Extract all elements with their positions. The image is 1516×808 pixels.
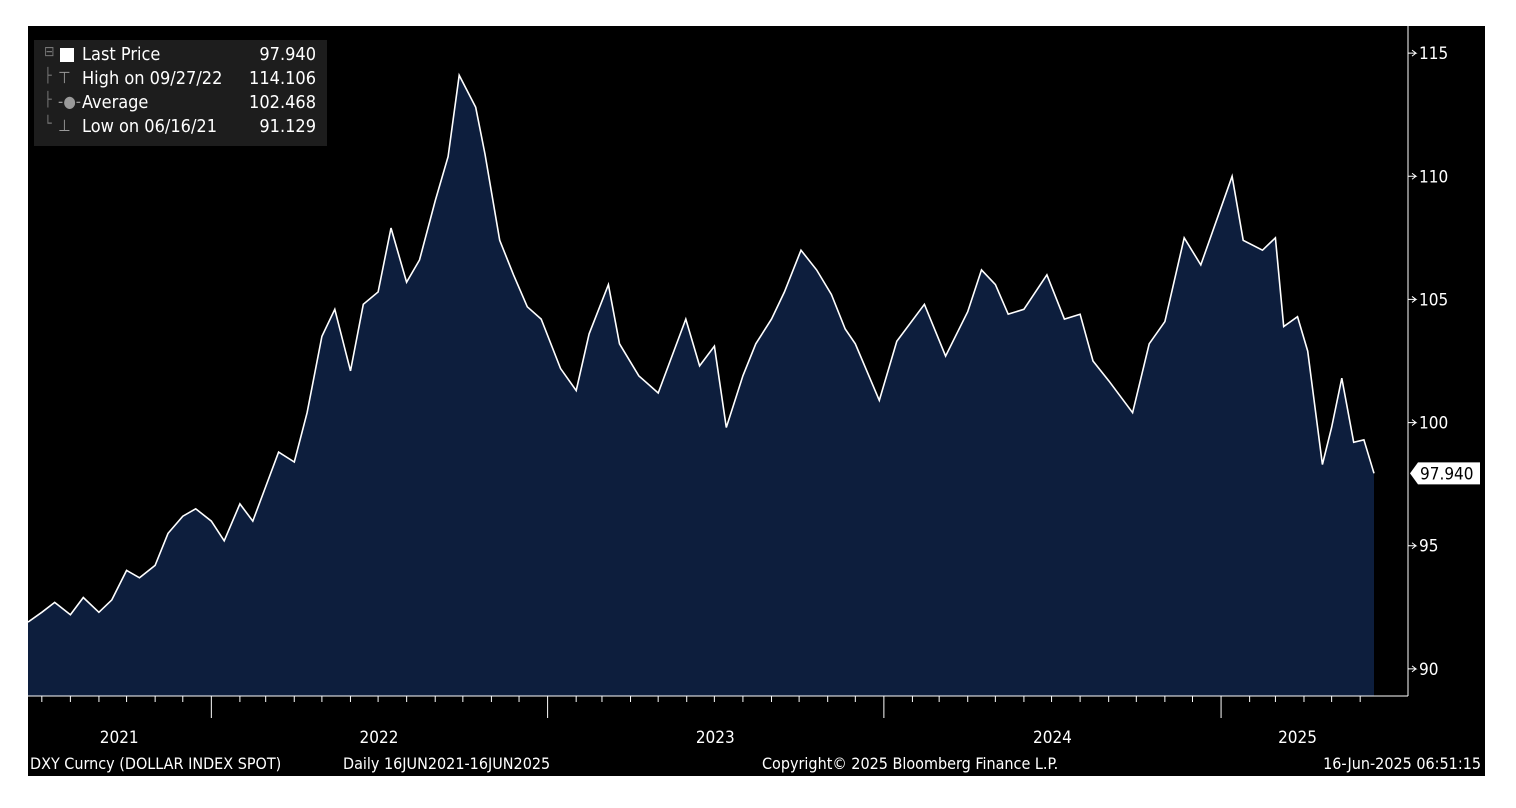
y-tick-label: 105 — [1419, 290, 1448, 310]
x-tick-label: 2024 — [1033, 728, 1072, 748]
y-tick — [1408, 172, 1418, 180]
series-area — [28, 75, 1374, 697]
price-chart: 90 95 100 105 110 115 97.940 2021 2022 2023 2024 2… — [28, 26, 1480, 748]
high-marker-icon: ⊤ — [58, 68, 71, 87]
y-tick-label: 110 — [1419, 167, 1448, 187]
last-price-tag — [1410, 462, 1480, 485]
y-tick — [1408, 419, 1418, 426]
y-tick-label: 90 — [1419, 660, 1438, 680]
legend-high: ├ ⊤ High on 09/27/22 114.106 — [44, 68, 316, 89]
tree-branch-icon: ├ — [44, 68, 52, 84]
x-tick-label: 2021 — [100, 728, 139, 748]
y-tick-label: 115 — [1419, 44, 1448, 64]
chart-legend: ⊟ Last Price 97.940 ├ ⊤ High on 09/27/22… — [34, 40, 327, 146]
low-marker-icon: ⊥ — [58, 116, 71, 135]
chart-panel: 90 95 100 105 110 115 97.940 2021 2022 2023 2024 2… — [28, 26, 1485, 776]
x-tick-label: 2025 — [1278, 728, 1317, 748]
series-line — [28, 72, 1375, 623]
tree-collapse-icon[interactable]: ⊟ — [44, 44, 55, 60]
x-tick-label: 2023 — [696, 728, 735, 748]
x-tick-label: 2022 — [360, 728, 399, 748]
legend-low: └ ⊥ Low on 06/16/21 91.129 — [44, 116, 316, 137]
y-tick-label: 100 — [1419, 414, 1448, 434]
date-range: Daily 16JUN2021-16JUN2025 — [343, 754, 551, 773]
legend-last-price: ⊟ Last Price 97.940 — [44, 44, 316, 65]
y-tick — [1408, 296, 1418, 303]
y-tick — [1408, 49, 1418, 57]
y-tick-label: 95 — [1419, 537, 1438, 557]
copyright: Copyright© 2025 Bloomberg Finance L.P. — [762, 754, 1059, 773]
timestamp: 16-Jun-2025 06:51:15 — [1323, 754, 1481, 773]
last-price-label: 97.940 — [1420, 464, 1474, 484]
y-tick — [1408, 542, 1418, 550]
tree-branch-icon: ├ — [44, 92, 52, 108]
series-swatch-icon — [60, 48, 74, 62]
legend-average: ├ -●- Average 102.468 — [44, 92, 316, 113]
average-line-icon: -●- — [58, 92, 81, 111]
security-description: DXY Curncy (DOLLAR INDEX SPOT) — [30, 754, 282, 773]
y-tick — [1408, 665, 1418, 673]
tree-end-icon: └ — [44, 116, 52, 132]
